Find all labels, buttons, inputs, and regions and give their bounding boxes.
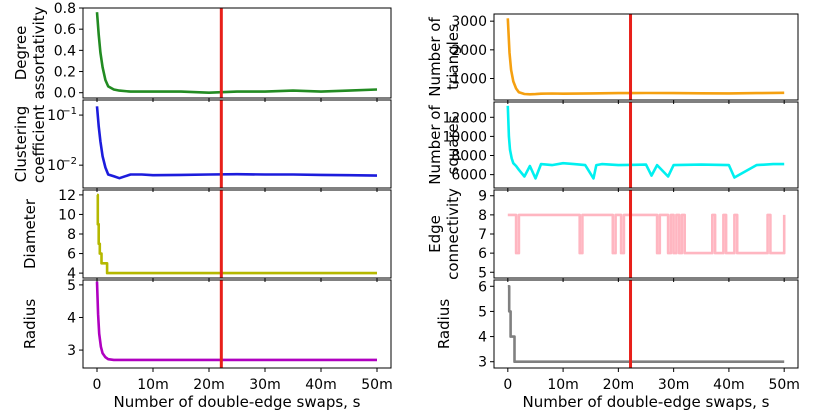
ytick-label-radius-right: 3	[478, 355, 487, 371]
ylabel-number-of-triangles: triangles	[444, 24, 462, 90]
ylabel-radius-left: Radius	[21, 299, 39, 349]
series-line-number-of-squares	[508, 106, 784, 179]
ytick-label-radius-right: 6	[478, 279, 487, 295]
axes-frame-degree-assortativity	[83, 8, 391, 98]
ytick-exponent-clustering-coefficient: −1	[62, 106, 77, 117]
series-line-number-of-triangles	[508, 18, 784, 94]
xtick-label-radius-right: 50m	[768, 377, 799, 393]
xtick-label-radius-right: 30m	[658, 377, 689, 393]
ylabel-edge-connectivity: Edge	[426, 215, 444, 253]
ytick-label-edge-connectivity: 6	[478, 246, 487, 262]
xtick-label-radius-right: 40m	[713, 377, 744, 393]
ytick-label-degree-assortativity: 0.8	[54, 1, 76, 17]
series-line-radius-left	[97, 282, 377, 360]
ytick-label-radius-right: 4	[478, 330, 487, 346]
axes-frame-radius-left	[83, 280, 391, 368]
ylabel-number-of-squares: Number of	[426, 105, 444, 185]
series-line-degree-assortativity	[97, 12, 377, 93]
ytick-exponent-clustering-coefficient: −2	[62, 156, 77, 167]
ylabel-radius-right: Radius	[435, 299, 453, 349]
xtick-label-radius-right: 10m	[547, 377, 578, 393]
series-line-edge-connectivity	[508, 215, 784, 253]
series-line-clustering-coefficient	[97, 106, 377, 178]
xlabel-left: Number of double-edge swaps, s	[113, 393, 360, 411]
xtick-label-radius-right: 20m	[603, 377, 634, 393]
panel-degree-assortativity: 0.0 0.2 0.4 0.6 0.8 Degree assortativity	[12, 1, 391, 102]
ytick-label-degree-assortativity: 0.2	[54, 65, 76, 81]
xtick-label-radius-left: 10m	[137, 377, 168, 393]
ytick-label-edge-connectivity: 8	[478, 208, 487, 224]
xtick-label-radius-left: 40m	[305, 377, 336, 393]
ylabel-number-of-triangles: Number of	[426, 17, 444, 97]
xtick-label-radius-left: 50m	[361, 377, 392, 393]
ylabel-clustering-coefficient: Clustering	[12, 106, 30, 182]
ytick-label-radius-left: 3	[67, 343, 76, 359]
xtick-label-radius-left: 0	[93, 377, 102, 393]
axes-frame-number-of-squares	[494, 102, 798, 188]
ytick-label-diameter: 6	[67, 247, 76, 263]
xtick-label-radius-left: 20m	[193, 377, 224, 393]
ylabel-degree-assortativity: Degree	[12, 26, 30, 81]
ytick-label-edge-connectivity: 9	[478, 189, 487, 205]
figure: 0.0 0.2 0.4 0.6 0.8 Degree assortativity 10 −1 10…	[0, 0, 814, 414]
ylabel-diameter: Diameter	[21, 198, 39, 269]
ytick-label-edge-connectivity: 7	[478, 227, 487, 243]
ylabel-number-of-squares: squares	[444, 115, 462, 174]
ytick-label-radius-right: 5	[478, 304, 487, 320]
ylabel-degree-assortativity: assortativity	[30, 6, 48, 99]
xtick-label-radius-left: 30m	[249, 377, 280, 393]
ytick-label-diameter: 8	[67, 227, 76, 243]
ytick-label-diameter: 12	[58, 188, 76, 204]
xtick-label-radius-right: 0	[503, 377, 512, 393]
ytick-label-degree-assortativity: 0.0	[54, 86, 76, 102]
axes-frame-number-of-triangles	[494, 14, 798, 100]
series-line-diameter	[97, 195, 377, 273]
ytick-label-diameter: 10	[58, 207, 76, 223]
ytick-label-degree-assortativity: 0.4	[54, 43, 76, 59]
xlabel-right: Number of double-edge swaps, s	[522, 393, 769, 411]
axes-frame-edge-connectivity	[494, 190, 798, 278]
ylabel-edge-connectivity: connectivity	[444, 188, 462, 280]
ylabel-clustering-coefficient: coefficient	[30, 105, 48, 183]
ytick-label-degree-assortativity: 0.6	[54, 22, 76, 38]
axes-frame-diameter	[83, 190, 391, 278]
series-line-radius-right	[508, 286, 784, 361]
axes-frame-radius-right	[494, 280, 798, 368]
ytick-label-radius-left: 4	[67, 310, 76, 326]
ytick-label-radius-left: 5	[67, 278, 76, 294]
